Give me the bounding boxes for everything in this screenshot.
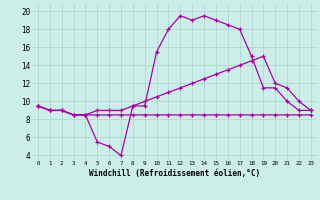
X-axis label: Windchill (Refroidissement éolien,°C): Windchill (Refroidissement éolien,°C) [89, 169, 260, 178]
